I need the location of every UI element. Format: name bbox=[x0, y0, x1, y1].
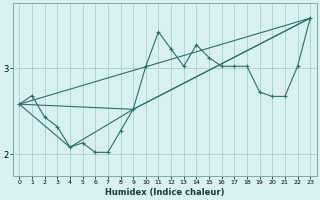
X-axis label: Humidex (Indice chaleur): Humidex (Indice chaleur) bbox=[105, 188, 225, 197]
